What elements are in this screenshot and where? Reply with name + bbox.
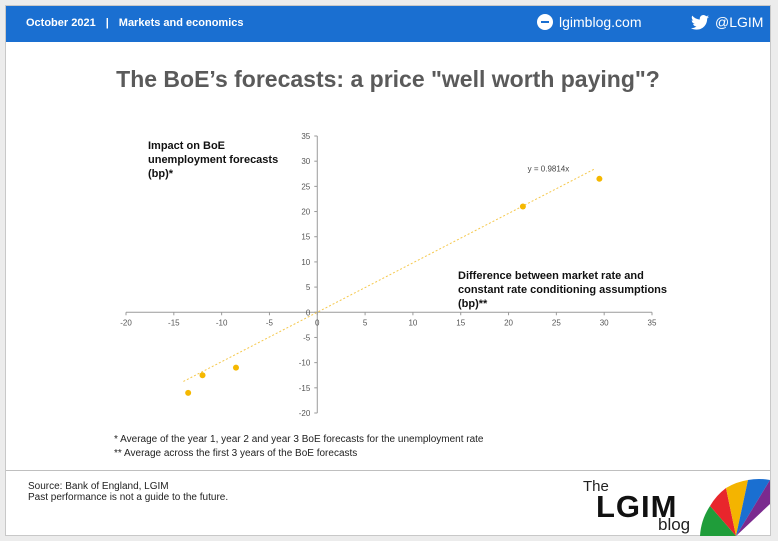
slide: October 2021 | Markets and economics lgimb… [5,5,771,536]
lgimblog-logo-icon [537,14,553,30]
twitter-handle: @LGIM [715,14,764,30]
twitter-link[interactable]: @LGIM [691,14,763,30]
y-tick-label: 15 [301,233,310,242]
x-axis-label: Difference between market rate and consta… [458,270,667,310]
y-tick-label: 25 [301,182,310,191]
data-point [185,389,192,396]
y-axis-label: Impact on BoE unemployment forecasts (bp)* [148,140,278,180]
y-tick-label: 5 [306,283,311,292]
x-tick-label: 35 [648,318,657,327]
trendline [183,168,595,382]
x-tick-label: 25 [552,318,561,327]
axis-label-line: (bp)** [458,298,488,310]
y-tick-labels: -20 -15 -10 -5 0 5 10 15 20 25 30 35 [299,132,311,418]
axis-label-line: Impact on BoE [148,140,225,152]
footnote-1-marker: * [114,434,118,445]
data-points [185,175,603,396]
header-separator: | [105,17,109,29]
header-section[interactable]: Markets and economics [118,17,244,29]
footnote-2-marker: ** [114,448,122,459]
site-label: lgimblog.com [559,14,642,30]
data-point [232,364,239,371]
brand-blog: blog [658,515,691,534]
trendline-equation: y = 0.9814x [528,164,570,173]
data-point [596,175,603,182]
header-date: October 2021 [26,17,96,29]
site-link[interactable]: lgimblog.com [537,14,641,30]
axis-label-line: unemployment forecasts [148,154,278,166]
footnote-1: * Average of the year 1, year 2 and year… [114,434,484,445]
x-tick-label: -10 [216,318,228,327]
footer-divider [6,470,770,471]
y-tick-label: -10 [299,359,311,368]
brand-lgim: LGIM [596,489,678,524]
disclaimer-text: Past performance is not a guide to the f… [28,492,229,503]
y-tick-label: -20 [299,409,311,418]
brand-the: The [583,478,609,495]
source-text: Source: Bank of England, LGIM [28,481,169,492]
axis-label-line: constant rate conditioning assumptions [458,284,667,296]
x-tick-label: -20 [120,318,132,327]
x-tick-label: -15 [168,318,180,327]
y-tick-label: 30 [301,157,310,166]
y-tick-label: 10 [301,258,310,267]
y-tick-label: 35 [301,132,310,141]
y-tick-label: -15 [299,384,311,393]
x-tick-label: -5 [266,318,274,327]
footnote-1-text: Average of the year 1, year 2 and year 3… [120,434,484,445]
twitter-icon [691,14,709,30]
header-bar: October 2021 | Markets and economics lgimb… [6,6,770,42]
x-tick-label: 30 [600,318,609,327]
y-tick-label: 20 [301,208,310,217]
axes [125,135,653,414]
data-point [519,203,526,210]
umbrella-logo-icon [700,478,770,536]
footnote-2: ** Average across the first 3 years of t… [114,448,357,459]
data-point [199,372,206,379]
x-tick-label: 15 [456,318,465,327]
x-tick-labels: -20 -15 -10 -5 0 5 10 15 20 25 30 35 [120,318,657,327]
y-tick-label: 0 [306,308,311,317]
y-tick-label: -5 [303,333,311,342]
page-title: The BoE’s forecasts: a price "well worth… [116,66,660,92]
scatter-chart: -20 -15 -10 -5 0 5 10 15 20 25 30 35 -20 -15 -10 -5 0 5 1… [120,132,667,418]
x-tick-label: 0 [315,318,320,327]
x-tick-label: 10 [408,318,417,327]
x-tick-label: 5 [363,318,368,327]
footnote-2-text: Average across the first 3 years of the … [124,448,358,459]
x-tick-label: 20 [504,318,513,327]
axis-label-line: (bp)* [148,168,174,180]
axis-label-line: Difference between market rate and [458,270,644,282]
header-left: October 2021 | Markets and economics [26,17,244,29]
